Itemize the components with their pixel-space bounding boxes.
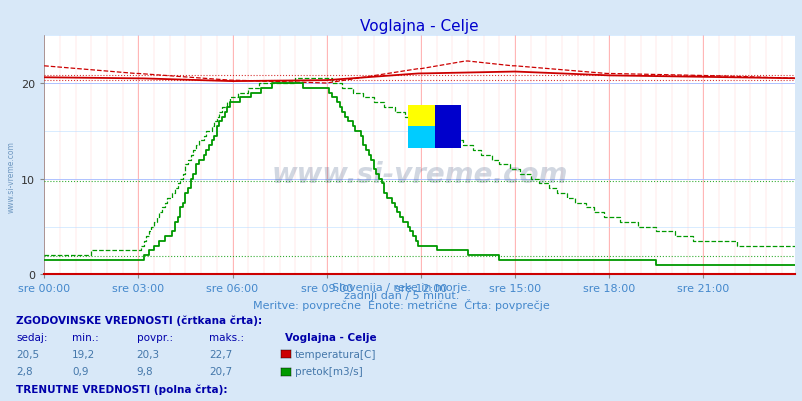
- Text: sedaj:: sedaj:: [16, 332, 47, 342]
- Text: 2,8: 2,8: [16, 367, 33, 377]
- Text: www.si-vreme.com: www.si-vreme.com: [271, 160, 567, 188]
- Text: Slovenija / reke in morje.: Slovenija / reke in morje.: [332, 283, 470, 293]
- Text: zadnji dan / 5 minut.: zadnji dan / 5 minut.: [343, 291, 459, 301]
- Text: povpr.:: povpr.:: [136, 332, 172, 342]
- Text: 19,2: 19,2: [72, 349, 95, 359]
- Text: 9,8: 9,8: [136, 367, 153, 377]
- Bar: [434, 105, 460, 148]
- Text: TRENUTNE VREDNOSTI (polna črta):: TRENUTNE VREDNOSTI (polna črta):: [16, 383, 227, 394]
- Text: ZGODOVINSKE VREDNOSTI (črtkana črta):: ZGODOVINSKE VREDNOSTI (črtkana črta):: [16, 314, 262, 325]
- Text: 20,3: 20,3: [136, 349, 160, 359]
- Text: 20,5: 20,5: [16, 349, 39, 359]
- Text: 0,9: 0,9: [72, 367, 89, 377]
- Text: maks.:: maks.:: [209, 332, 244, 342]
- Text: 20,7: 20,7: [209, 367, 232, 377]
- Text: min.:: min.:: [72, 332, 99, 342]
- Text: www.si-vreme.com: www.si-vreme.com: [6, 141, 15, 212]
- Bar: [407, 105, 434, 127]
- Text: pretok[m3/s]: pretok[m3/s]: [294, 367, 362, 377]
- Title: Voglajna - Celje: Voglajna - Celje: [360, 18, 478, 34]
- Text: 22,7: 22,7: [209, 349, 232, 359]
- Text: Voglajna - Celje: Voglajna - Celje: [285, 332, 376, 342]
- Text: temperatura[C]: temperatura[C]: [294, 349, 375, 359]
- Bar: [407, 127, 434, 148]
- Text: Meritve: povprečne  Enote: metrične  Črta: povprečje: Meritve: povprečne Enote: metrične Črta:…: [253, 298, 549, 310]
